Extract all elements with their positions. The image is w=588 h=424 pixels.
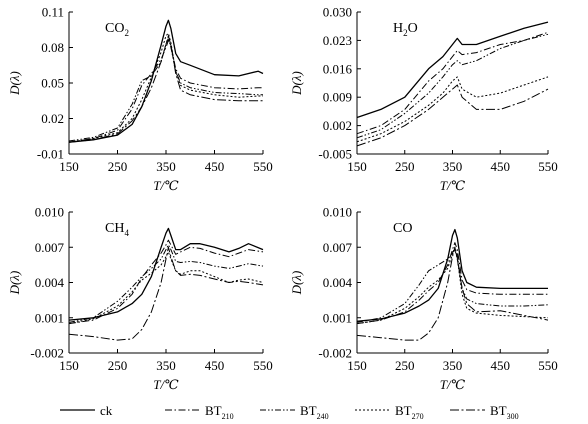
chart-panel-2: 150 250 350 450 550 -0.002 0.001 0.004 0.007 0.01…	[7, 205, 273, 393]
y-tick-label: 0.11	[42, 5, 64, 20]
x-tick-label: 350	[156, 159, 176, 174]
x-tick-label: 150	[59, 159, 79, 174]
series-line-bt270	[356, 76, 549, 143]
y-axis-label: D(λ)	[289, 271, 304, 296]
y-tick-label: 0.002	[323, 118, 352, 133]
y-tick-label: 0.030	[323, 5, 352, 20]
y-tick-label: 0.05	[41, 76, 64, 91]
series-line-bt240	[68, 244, 264, 323]
y-tick-label: -0.002	[318, 346, 352, 361]
x-axis-label: T/℃	[440, 178, 466, 193]
x-tick-label: 550	[538, 358, 558, 373]
series-line-bt210	[68, 239, 264, 325]
legend-label: BT270	[395, 403, 424, 421]
legend: ck BT210 BT240 BT270 BT300	[60, 403, 519, 421]
x-tick-label: 150	[59, 358, 79, 373]
y-axis-label: D(λ)	[7, 271, 22, 296]
x-axis-label: T/℃	[153, 178, 179, 193]
x-tick-label: 250	[395, 159, 415, 174]
y-tick-label: 0.001	[35, 310, 64, 325]
legend-label: BT300	[490, 403, 519, 421]
series-line-ck	[356, 228, 548, 322]
series-line-bt300	[356, 84, 549, 147]
series-line-bt270	[68, 32, 263, 143]
y-tick-label: -0.01	[37, 147, 64, 162]
x-axis-label: T/℃	[153, 377, 179, 392]
x-tick-label: 350	[443, 159, 463, 174]
y-axis-label: D(λ)	[289, 71, 304, 96]
x-tick-label: 450	[491, 358, 511, 373]
series-line-bt210	[68, 39, 263, 143]
x-tick-label: 150	[347, 159, 367, 174]
y-tick-label: 0.004	[35, 275, 65, 290]
x-tick-label: 550	[253, 159, 273, 174]
y-tick-label: 0.010	[35, 205, 64, 220]
y-tick-label: 0.007	[35, 240, 65, 255]
chart-title: CO	[393, 221, 412, 236]
chart-title: CH4	[105, 221, 129, 238]
y-tick-label: 0.004	[323, 275, 353, 290]
x-tick-label: 250	[395, 358, 415, 373]
series-line-bt270	[356, 249, 549, 325]
x-axis-label: T/℃	[440, 377, 466, 392]
series-line-ck	[356, 21, 549, 119]
y-tick-label: 0.023	[323, 33, 352, 48]
chart-panel-1: 150 250 350 450 550 -0.005 0.002 0.009 0.016 0.02…	[289, 5, 558, 194]
x-tick-label: 250	[108, 159, 128, 174]
chart-title: CO2	[105, 21, 129, 38]
x-tick-label: 550	[538, 159, 558, 174]
x-tick-label: 350	[443, 358, 463, 373]
series-line-bt240	[356, 246, 549, 323]
series-line-bt270	[68, 251, 264, 325]
y-tick-label: 0.001	[323, 310, 352, 325]
y-tick-label: -0.005	[318, 147, 352, 162]
y-axis-label: D(λ)	[7, 71, 22, 96]
x-tick-label: 450	[205, 159, 225, 174]
x-tick-label: 350	[156, 358, 176, 373]
x-tick-label: 250	[108, 358, 128, 373]
y-tick-label: 0.009	[323, 90, 352, 105]
series-line-bt300	[68, 35, 263, 143]
y-tick-label: 0.08	[41, 40, 64, 55]
series-line-bt210	[356, 242, 548, 325]
y-tick-label: 0.016	[323, 61, 353, 76]
series-line-ck	[68, 19, 264, 143]
y-tick-label: 0.010	[323, 205, 352, 220]
x-tick-label: 450	[491, 159, 511, 174]
chart-panel-0: 150 250 350 450 550 -0.01 0.02 0.05 0.08 0.11 CO2 T…	[7, 5, 273, 194]
series-line-bt300	[68, 246, 264, 341]
x-tick-label: 550	[253, 358, 273, 373]
series-line-bt210	[356, 31, 549, 135]
series-line-bt300	[356, 246, 549, 341]
y-tick-label: -0.002	[30, 346, 64, 361]
x-tick-label: 150	[347, 358, 367, 373]
chart-panel-3: 150 250 350 450 550 -0.002 0.001 0.004 0.007 0.01…	[289, 205, 558, 393]
y-tick-label: 0.007	[323, 240, 353, 255]
series-line-bt240	[356, 33, 549, 139]
chart-title: H2O	[393, 21, 418, 38]
series-line-bt240	[68, 37, 263, 142]
series-line-ck	[68, 227, 264, 321]
legend-label: BT210	[205, 403, 234, 421]
y-tick-label: 0.02	[41, 111, 64, 126]
legend-label: BT240	[300, 403, 329, 421]
legend-label: ck	[100, 403, 113, 418]
x-tick-label: 450	[205, 358, 225, 373]
